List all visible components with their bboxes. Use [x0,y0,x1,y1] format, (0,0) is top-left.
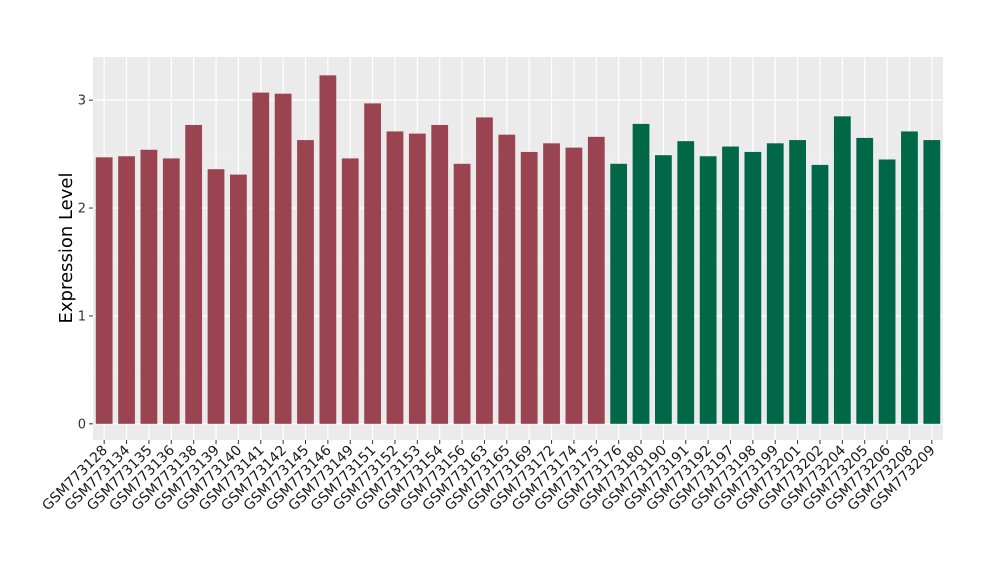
bar-GSM773206 [878,159,896,424]
bar-GSM773198 [744,151,762,424]
bar-GSM773134 [118,156,135,424]
bar-GSM773197 [722,146,739,424]
bar-GSM773154 [431,124,449,424]
bar-GSM773175 [587,136,605,424]
bar-GSM773146 [319,75,337,424]
bar-GSM773180 [632,123,650,424]
bar-GSM773128 [95,157,113,424]
bar-GSM773163 [476,117,493,424]
y-tick-label: 3 [78,94,86,109]
y-tick-label: 2 [78,202,86,217]
bar-GSM773165 [498,134,516,424]
bar-GSM773153 [408,133,426,424]
bar-GSM773208 [901,131,918,424]
bar-GSM773176 [610,163,628,424]
bar-GSM773141 [252,92,270,424]
bar-GSM773138 [185,124,203,424]
bar-GSM773136 [162,158,180,424]
y-axis: 0 1 2 3 [78,94,93,432]
bar-GSM773156 [453,163,471,424]
bar-GSM773145 [297,140,314,424]
y-tick-label: 1 [78,309,86,324]
bar-GSM773190 [655,155,672,424]
bar-GSM773209 [923,140,941,424]
bar-GSM773199 [766,143,784,424]
bars [95,75,941,424]
bar-GSM773204 [833,116,851,424]
bar-GSM773191 [677,141,695,424]
bar-GSM773152 [386,131,404,424]
bar-GSM773135 [140,149,158,424]
y-axis-title: Expression Level [56,173,77,324]
bar-GSM773202 [811,164,829,424]
bar-GSM773140 [230,174,247,424]
x-axis: GSM773128GSM773134GSM773135GSM773136GSM7… [39,440,939,514]
bar-GSM773149 [341,158,359,424]
bar-GSM773151 [364,103,381,424]
y-tick-label: 0 [78,417,86,432]
bar-GSM773192 [699,156,717,424]
bar-GSM773205 [856,137,874,424]
bar-GSM773139 [207,169,225,424]
bar-GSM773174 [565,147,583,424]
bar-GSM773142 [274,93,292,424]
bar-GSM773169 [520,151,538,424]
bar-GSM773172 [543,143,560,424]
bar-GSM773201 [789,140,806,424]
